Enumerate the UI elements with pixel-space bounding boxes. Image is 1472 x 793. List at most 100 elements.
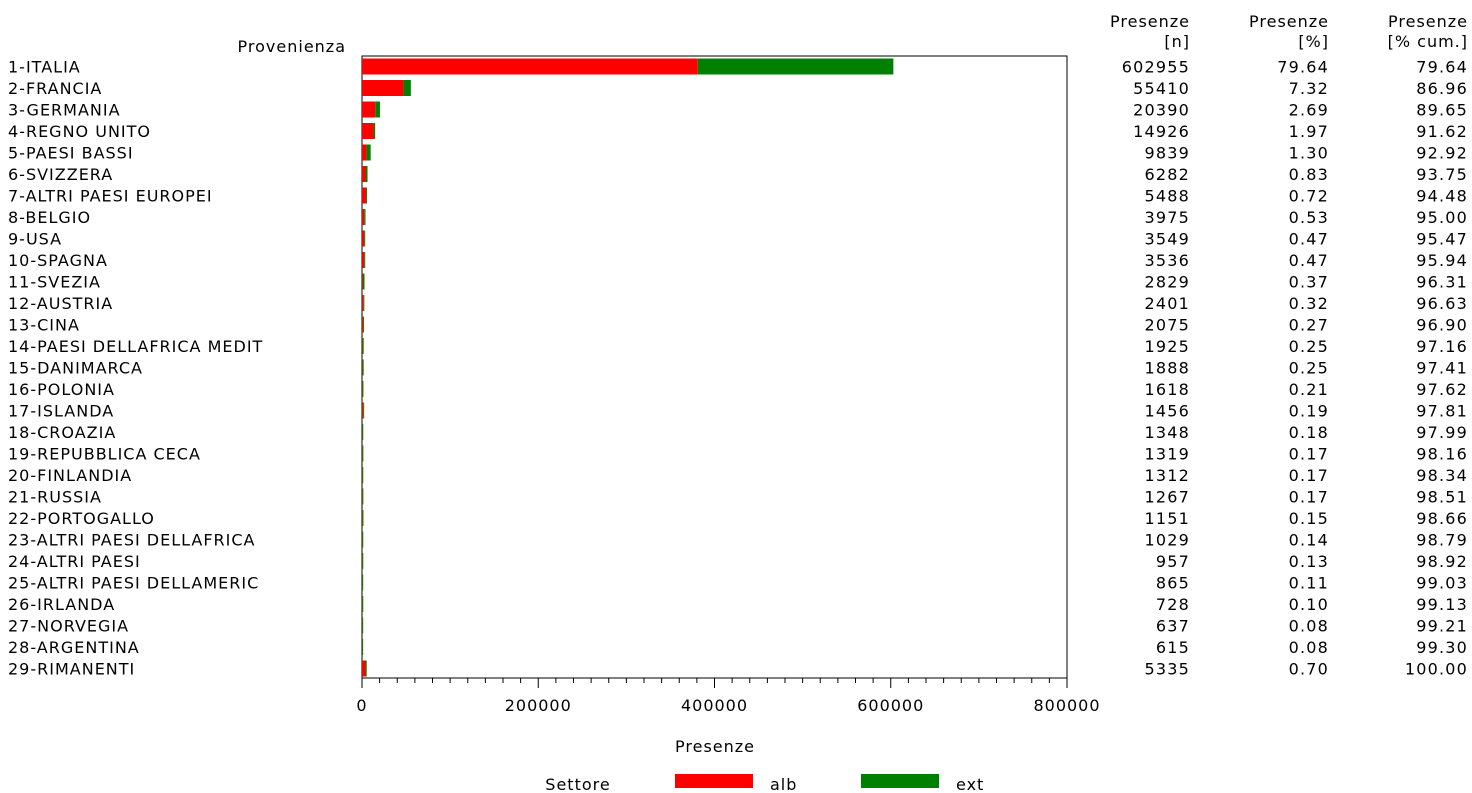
cell-presenze-cum: 96.90: [1416, 316, 1468, 335]
cell-presenze-cum: 95.00: [1416, 208, 1468, 227]
cell-presenze-cum: 98.66: [1416, 509, 1468, 528]
x-tick-label: 600000: [857, 696, 924, 715]
cell-presenze-pct: 0.17: [1289, 488, 1329, 507]
category-label: 21-RUSSIA: [8, 488, 102, 507]
cell-presenze-pct: 0.25: [1289, 359, 1329, 378]
cell-presenze-pct: 1.30: [1289, 144, 1329, 163]
x-tick-label: 400000: [681, 696, 748, 715]
bar-ext-4: [373, 123, 376, 139]
category-label: 10-SPAGNA: [8, 251, 108, 270]
cell-presenze-n: 1456: [1144, 402, 1190, 421]
bar-alb-3: [362, 101, 376, 118]
cell-presenze-pct: 0.14: [1289, 531, 1329, 550]
category-label: 2-FRANCIA: [8, 79, 102, 98]
legend-label-alb: alb: [770, 775, 797, 793]
cell-presenze-cum: 93.75: [1416, 165, 1468, 184]
category-label: 11-SVEZIA: [8, 273, 101, 292]
cell-presenze-cum: 92.92: [1416, 144, 1468, 163]
bar-ext-11: [362, 273, 365, 290]
bar-ext-8: [364, 209, 366, 225]
cell-presenze-pct: 0.08: [1289, 617, 1329, 636]
bar-alb-11: [362, 273, 363, 290]
legend-label-ext: ext: [956, 775, 984, 793]
category-label: 4-REGNO UNITO: [8, 122, 151, 141]
cell-presenze-pct: 7.32: [1289, 79, 1329, 98]
cell-presenze-pct: 2.69: [1289, 101, 1329, 120]
category-label: 25-ALTRI PAESI DELLAMERIC: [8, 574, 259, 593]
category-label: 7-ALTRI PAESI EUROPEI: [8, 187, 213, 206]
category-label: 8-BELGIO: [8, 208, 91, 227]
cell-presenze-n: 3975: [1144, 208, 1190, 227]
cell-presenze-cum: 96.63: [1416, 294, 1468, 313]
cell-presenze-n: 2401: [1144, 294, 1190, 313]
cell-presenze-cum: 99.03: [1416, 574, 1468, 593]
col-header-cum-line2: [% cum.]: [1388, 32, 1468, 51]
cell-presenze-pct: 0.15: [1289, 509, 1329, 528]
bar-alb-9: [362, 230, 365, 247]
bar-alb-8: [362, 209, 365, 225]
cell-presenze-n: 1319: [1144, 445, 1190, 464]
category-label: 13-CINA: [8, 316, 80, 335]
cell-presenze-n: 9839: [1144, 144, 1190, 163]
bar-ext-7: [365, 187, 367, 204]
cell-presenze-pct: 0.83: [1289, 165, 1329, 184]
category-labels: 1-ITALIA 2-FRANCIA 3-GERMANIA 4-REGNO UNITO…: [8, 58, 262, 679]
bar-alb-13: [362, 316, 364, 333]
bar-ext-21: [362, 488, 364, 505]
category-label: 27-NORVEGIA: [8, 617, 129, 636]
cell-presenze-pct: 1.97: [1289, 122, 1329, 141]
cell-presenze-n: 5335: [1144, 660, 1190, 679]
x-tick-label: 800000: [1033, 696, 1100, 715]
value-table: 602955 79.64 79.64 55410 7.32 86.96 20390 2.69 8…: [1122, 58, 1468, 679]
bar-alb-12: [362, 295, 364, 311]
cell-presenze-pct: 0.11: [1289, 574, 1329, 593]
category-label: 20-FINLANDIA: [8, 466, 132, 485]
cell-presenze-cum: 97.16: [1416, 337, 1468, 356]
cell-presenze-n: 1618: [1144, 380, 1190, 399]
bar-ext-14: [362, 338, 364, 354]
cell-presenze-cum: 100.00: [1405, 660, 1468, 679]
category-label: 17-ISLANDA: [8, 402, 114, 421]
cell-presenze-cum: 89.65: [1416, 101, 1468, 120]
cell-presenze-n: 20390: [1133, 101, 1190, 120]
cell-presenze-n: 637: [1156, 617, 1190, 636]
category-label: 9-USA: [8, 230, 62, 249]
category-label: 28-ARGENTINA: [8, 638, 140, 657]
bar-ext-19: [362, 445, 364, 462]
x-tick-label: 0: [356, 696, 367, 715]
cell-presenze-cum: 98.92: [1416, 552, 1468, 571]
cell-presenze-n: 3549: [1144, 230, 1190, 249]
cell-presenze-cum: 99.30: [1416, 638, 1468, 657]
x-axis-title: Presenze: [675, 737, 755, 756]
col-header-cum-line1: Presenze: [1388, 12, 1468, 31]
bar-ext-12: [363, 295, 365, 311]
category-axis-title: Provenienza: [238, 37, 346, 56]
x-tick-label: 200000: [505, 696, 572, 715]
cell-presenze-cum: 86.96: [1416, 79, 1468, 98]
cell-presenze-pct: 79.64: [1277, 58, 1329, 77]
category-label: 26-IRLANDA: [8, 595, 115, 614]
plot-frame: [361, 55, 1068, 679]
col-header-pct-line2: [%]: [1298, 32, 1329, 51]
cell-presenze-cum: 98.34: [1416, 466, 1468, 485]
bar-alb-17: [362, 402, 364, 419]
category-label: 16-POLONIA: [8, 380, 115, 399]
category-label: 22-PORTOGALLO: [8, 509, 155, 528]
cell-presenze-pct: 0.72: [1289, 187, 1329, 206]
bar-ext-18: [362, 424, 364, 440]
cell-presenze-n: 728: [1156, 595, 1190, 614]
cell-presenze-cum: 98.16: [1416, 445, 1468, 464]
cell-presenze-cum: 99.21: [1416, 617, 1468, 636]
category-label: 24-ALTRI PAESI: [8, 552, 141, 571]
bar-ext-22: [362, 510, 364, 526]
category-label: 3-GERMANIA: [8, 101, 121, 120]
cell-presenze-n: 1888: [1144, 359, 1190, 378]
bar-ext-26: [362, 596, 364, 612]
cell-presenze-cum: 97.99: [1416, 423, 1468, 442]
cell-presenze-n: 2829: [1144, 273, 1190, 292]
bar-ext-15: [362, 359, 364, 376]
bar-ext-1: [697, 58, 894, 75]
cell-presenze-pct: 0.32: [1289, 294, 1329, 313]
legend-title: Settore: [545, 775, 610, 793]
cell-presenze-n: 1312: [1144, 466, 1190, 485]
